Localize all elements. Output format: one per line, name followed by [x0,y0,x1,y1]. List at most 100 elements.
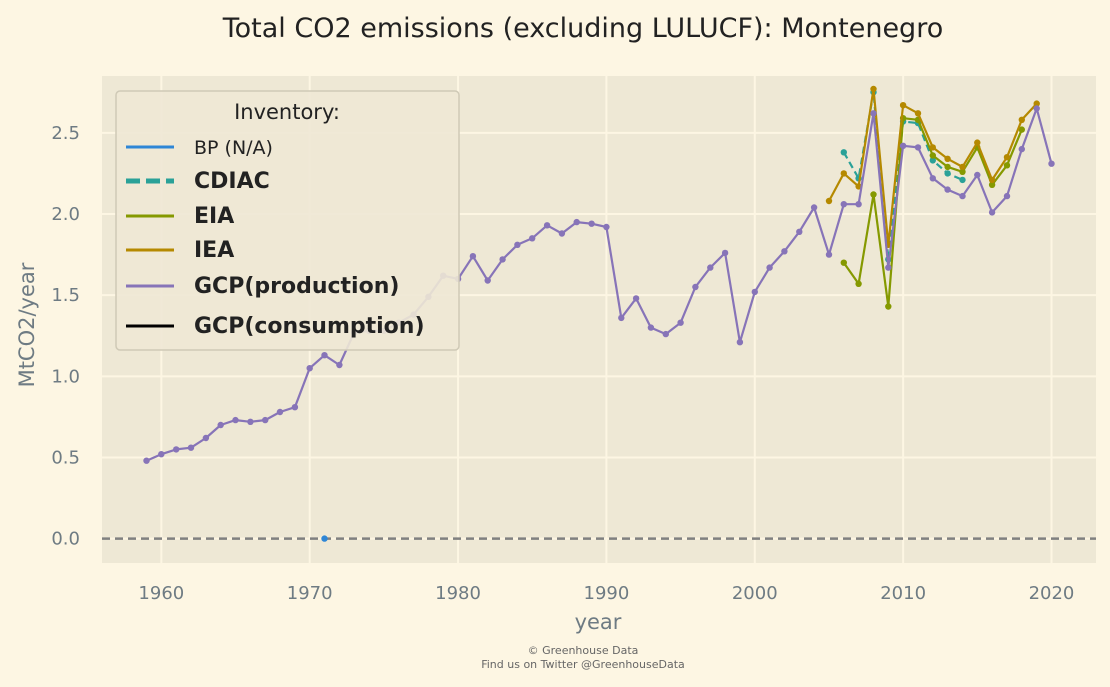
x-tick-labels: 1960 1970 1980 1990 2000 2010 2020 [138,583,1074,604]
data-point [870,85,877,93]
data-point [870,191,877,198]
legend: Inventory: BP (N/A) CDIAC EIA IEA GCP(produc… [115,90,460,351]
data-point [825,251,833,258]
data-point [959,192,966,200]
x-tick-label: 2000 [732,583,778,604]
data-point [1033,100,1040,107]
data-point [885,264,892,271]
data-point [721,249,729,257]
y-tick-label: 0.0 [51,529,80,550]
data-point [796,228,803,235]
data-point [825,197,833,205]
data-point [929,157,936,164]
data-point [959,168,966,175]
data-point [899,102,907,109]
series-line [146,107,1053,462]
data-point [336,361,343,369]
data-point [914,110,922,117]
x-tick-label: 1990 [584,583,630,604]
data-point [291,404,299,411]
legend-item-label: GCP(production) [194,274,399,299]
data-point [707,264,714,271]
data-point [588,220,595,227]
data-point [855,201,862,208]
data-point [781,248,788,255]
data-point [306,365,313,372]
data-point [499,256,506,263]
data-point [988,176,996,184]
data-point [173,446,180,453]
data-point [959,176,966,184]
data-point [677,319,684,326]
data-point [632,295,640,302]
legend-item-label: CDIAC [194,169,270,194]
data-point [1033,105,1040,112]
y-tick-label: 1.0 [51,366,80,387]
data-point [840,149,847,156]
data-point [899,142,907,149]
y-tick-label: 2.0 [51,204,80,225]
x-tick-label: 2010 [880,583,926,604]
data-point [974,139,981,146]
data-point [558,230,566,237]
chart-title: Total CO2 emissions (excluding LULUCF): … [222,13,943,44]
data-point [484,277,491,284]
data-point [262,416,269,424]
data-point [187,444,195,451]
credit-line-1: © Greenhouse Data [528,644,639,657]
legend-item-label: EIA [194,204,234,229]
legend-item-label: GCP(consumption) [194,314,425,339]
x-tick-label: 2020 [1029,583,1075,604]
data-point [217,421,224,429]
y-axis-label: MtCO2/year [15,262,39,387]
x-tick-label: 1980 [435,583,481,604]
data-point [158,451,165,458]
y-tick-label: 2.5 [51,123,80,144]
data-point [1003,154,1011,161]
x-tick-label: 1970 [287,583,333,604]
data-point [944,155,951,162]
data-point [736,339,744,346]
y-tick-label: 1.5 [51,285,80,306]
data-point [840,201,847,208]
data-point [929,175,936,182]
series-bp-n-a [321,535,328,542]
data-point [1018,145,1025,153]
data-point [232,416,239,424]
data-point [988,181,996,188]
data-point [855,280,862,287]
x-axis-label: year [575,610,622,634]
legend-item-label: IEA [194,238,234,263]
series-iea [825,85,1040,248]
data-point [988,209,996,216]
data-point [247,418,254,425]
data-point [469,253,477,260]
data-point [810,204,818,211]
credit-line-2: Find us on Twitter @GreenhouseData [481,658,685,671]
data-point [885,303,892,310]
data-point [914,144,922,151]
data-point [202,434,210,442]
data-point [662,330,669,338]
data-point [766,264,773,271]
data-point [321,535,328,542]
data-point [692,283,699,291]
data-point [1003,162,1011,169]
data-point [1018,116,1025,124]
data-point [751,288,758,296]
data-point [840,170,847,177]
data-point [143,457,150,464]
data-point [1048,160,1055,167]
data-point [321,352,328,359]
data-point [573,218,580,226]
data-point [944,170,951,177]
data-point [603,223,610,231]
data-point [944,186,951,193]
data-point [647,324,655,331]
legend-title: Inventory: [234,100,340,124]
data-point [959,163,966,171]
legend-item-label: BP (N/A) [194,137,273,159]
data-point [1003,192,1011,200]
data-point [543,222,551,229]
